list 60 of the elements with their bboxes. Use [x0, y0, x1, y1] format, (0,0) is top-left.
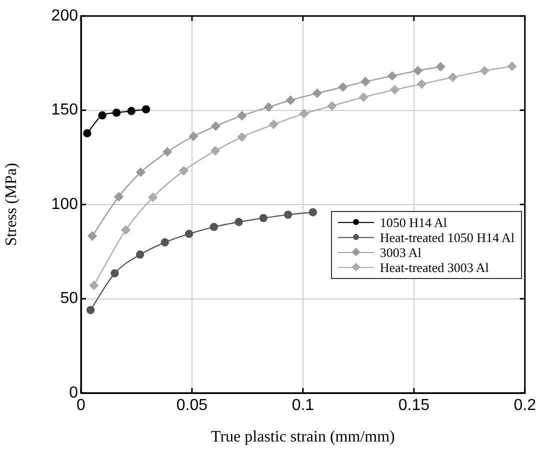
point: [211, 121, 220, 131]
legend-label: 3003 Al: [380, 244, 422, 260]
point: [136, 168, 146, 177]
point: [114, 192, 124, 202]
y-tick-label: 200: [51, 7, 78, 24]
y-tick-label: 100: [51, 196, 78, 213]
x-tick-label: 0.15: [398, 397, 430, 414]
point: [360, 77, 370, 86]
point: [184, 230, 194, 238]
point: [237, 132, 247, 142]
x-axis-title: True plastic strain (mm/mm): [211, 428, 395, 446]
x-tick-label: 0.1: [292, 397, 314, 414]
point: [110, 269, 119, 278]
point: [413, 66, 423, 76]
point: [127, 106, 136, 116]
point: [188, 132, 198, 141]
legend-label: Heat-treated 1050 H14 Al: [380, 230, 515, 244]
point: [327, 101, 337, 111]
point: [179, 166, 188, 176]
y-tick-label: 50: [60, 290, 78, 308]
point: [448, 72, 458, 82]
point: [112, 108, 121, 117]
legend-label: 1050 H14 Al: [380, 214, 448, 230]
point: [299, 109, 309, 118]
point: [507, 62, 517, 71]
x-tick-label: 0.05: [176, 397, 208, 414]
point: [269, 120, 278, 129]
point: [86, 306, 95, 314]
point: [237, 111, 247, 120]
point: [338, 82, 348, 92]
point: [148, 192, 158, 202]
point: [388, 71, 397, 81]
point: [480, 66, 490, 76]
legend-label: Heat-treated 3003 Al: [380, 260, 489, 274]
point: [390, 85, 400, 94]
point: [88, 231, 97, 241]
point: [160, 238, 169, 246]
point: [312, 88, 322, 98]
point: [210, 146, 220, 156]
point: [142, 105, 150, 114]
point: [89, 280, 98, 290]
point: [162, 147, 172, 157]
point: [284, 210, 292, 219]
x-tick-label: 0.2: [514, 397, 536, 414]
point: [83, 129, 92, 138]
y-tick-label: 0: [69, 384, 78, 402]
point: [98, 111, 106, 120]
point: [264, 102, 274, 112]
point: [259, 214, 268, 222]
point: [436, 62, 446, 72]
point: [121, 225, 130, 235]
y-axis-title: Stress (MPa): [2, 162, 20, 246]
point: [210, 222, 218, 232]
point: [286, 96, 296, 105]
point: [136, 250, 144, 259]
point: [358, 92, 368, 102]
y-tick-label: 150: [51, 102, 78, 119]
point: [417, 79, 426, 89]
point: [308, 208, 318, 216]
point: [234, 218, 243, 226]
